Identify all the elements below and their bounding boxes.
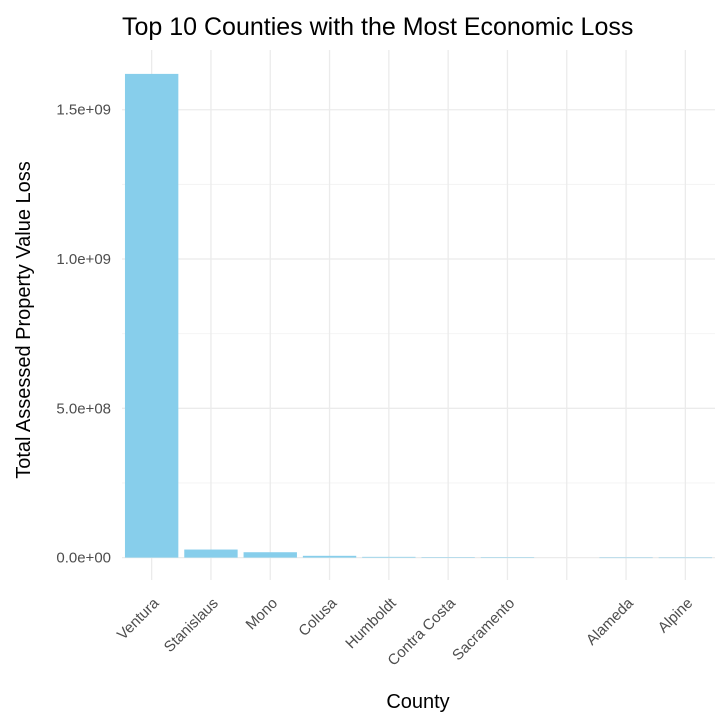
bar [243, 552, 297, 558]
bar [362, 556, 416, 558]
chart-title: Top 10 Counties with the Most Economic L… [122, 13, 633, 41]
bar [421, 557, 475, 558]
x-axis-title: County [386, 691, 449, 713]
y-axis-title: Total Assessed Property Value Loss [13, 161, 35, 479]
bar [124, 73, 179, 558]
bar [302, 555, 357, 558]
bar [184, 549, 238, 558]
bar [658, 557, 713, 559]
bar [599, 557, 653, 559]
y-tick-label: 1.0e+09 [56, 251, 111, 268]
bars [124, 73, 713, 559]
bar [480, 557, 535, 559]
y-tick-labels: 0.0e+00 5.0e+08 1.0e+09 1.5e+09 [56, 102, 111, 567]
y-tick-label: 5.0e+08 [56, 400, 111, 417]
y-tick-label: 1.5e+09 [56, 102, 111, 119]
y-tick-label: 0.0e+00 [56, 550, 111, 567]
